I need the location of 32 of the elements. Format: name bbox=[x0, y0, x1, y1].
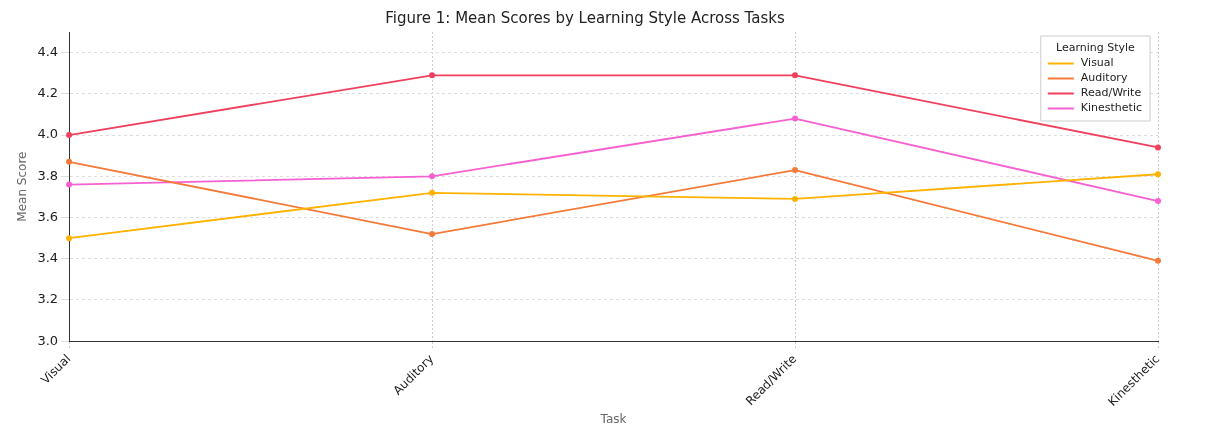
chart-title: Figure 1: Mean Scores by Learning Style Across Tasks bbox=[385, 8, 785, 27]
point bbox=[792, 167, 799, 174]
legend-label: Read/Write bbox=[1080, 86, 1142, 100]
x-axis-title: Task bbox=[599, 411, 627, 426]
y-tick-label: 4.0 bbox=[37, 126, 59, 142]
y-tick-label: 3.4 bbox=[37, 250, 59, 266]
point bbox=[792, 195, 799, 202]
y-tick-label: 4.4 bbox=[37, 43, 59, 59]
y-tick-label: 4.2 bbox=[37, 85, 59, 101]
legend-label: Auditory bbox=[1080, 71, 1128, 85]
point bbox=[66, 158, 73, 165]
y-axis-title: Mean Score bbox=[15, 151, 30, 222]
point bbox=[66, 235, 73, 242]
point bbox=[1155, 144, 1161, 151]
legend-label: Visual bbox=[1080, 56, 1114, 70]
legend-label: Kinesthetic bbox=[1080, 101, 1143, 115]
point bbox=[429, 189, 436, 196]
point bbox=[66, 132, 73, 139]
y-tick-label: 3.0 bbox=[37, 332, 59, 348]
y-tick-label: 3.8 bbox=[37, 167, 59, 183]
y-tick-label: 3.6 bbox=[37, 208, 59, 224]
point bbox=[792, 115, 799, 122]
point bbox=[429, 231, 436, 238]
point bbox=[1155, 171, 1161, 178]
point bbox=[1155, 257, 1161, 264]
point bbox=[1155, 198, 1161, 205]
point bbox=[429, 173, 436, 180]
point bbox=[66, 181, 73, 188]
legend-title: Learning Style bbox=[1055, 41, 1136, 55]
point bbox=[792, 72, 799, 79]
point bbox=[429, 72, 436, 79]
y-tick-label: 3.2 bbox=[37, 291, 59, 307]
